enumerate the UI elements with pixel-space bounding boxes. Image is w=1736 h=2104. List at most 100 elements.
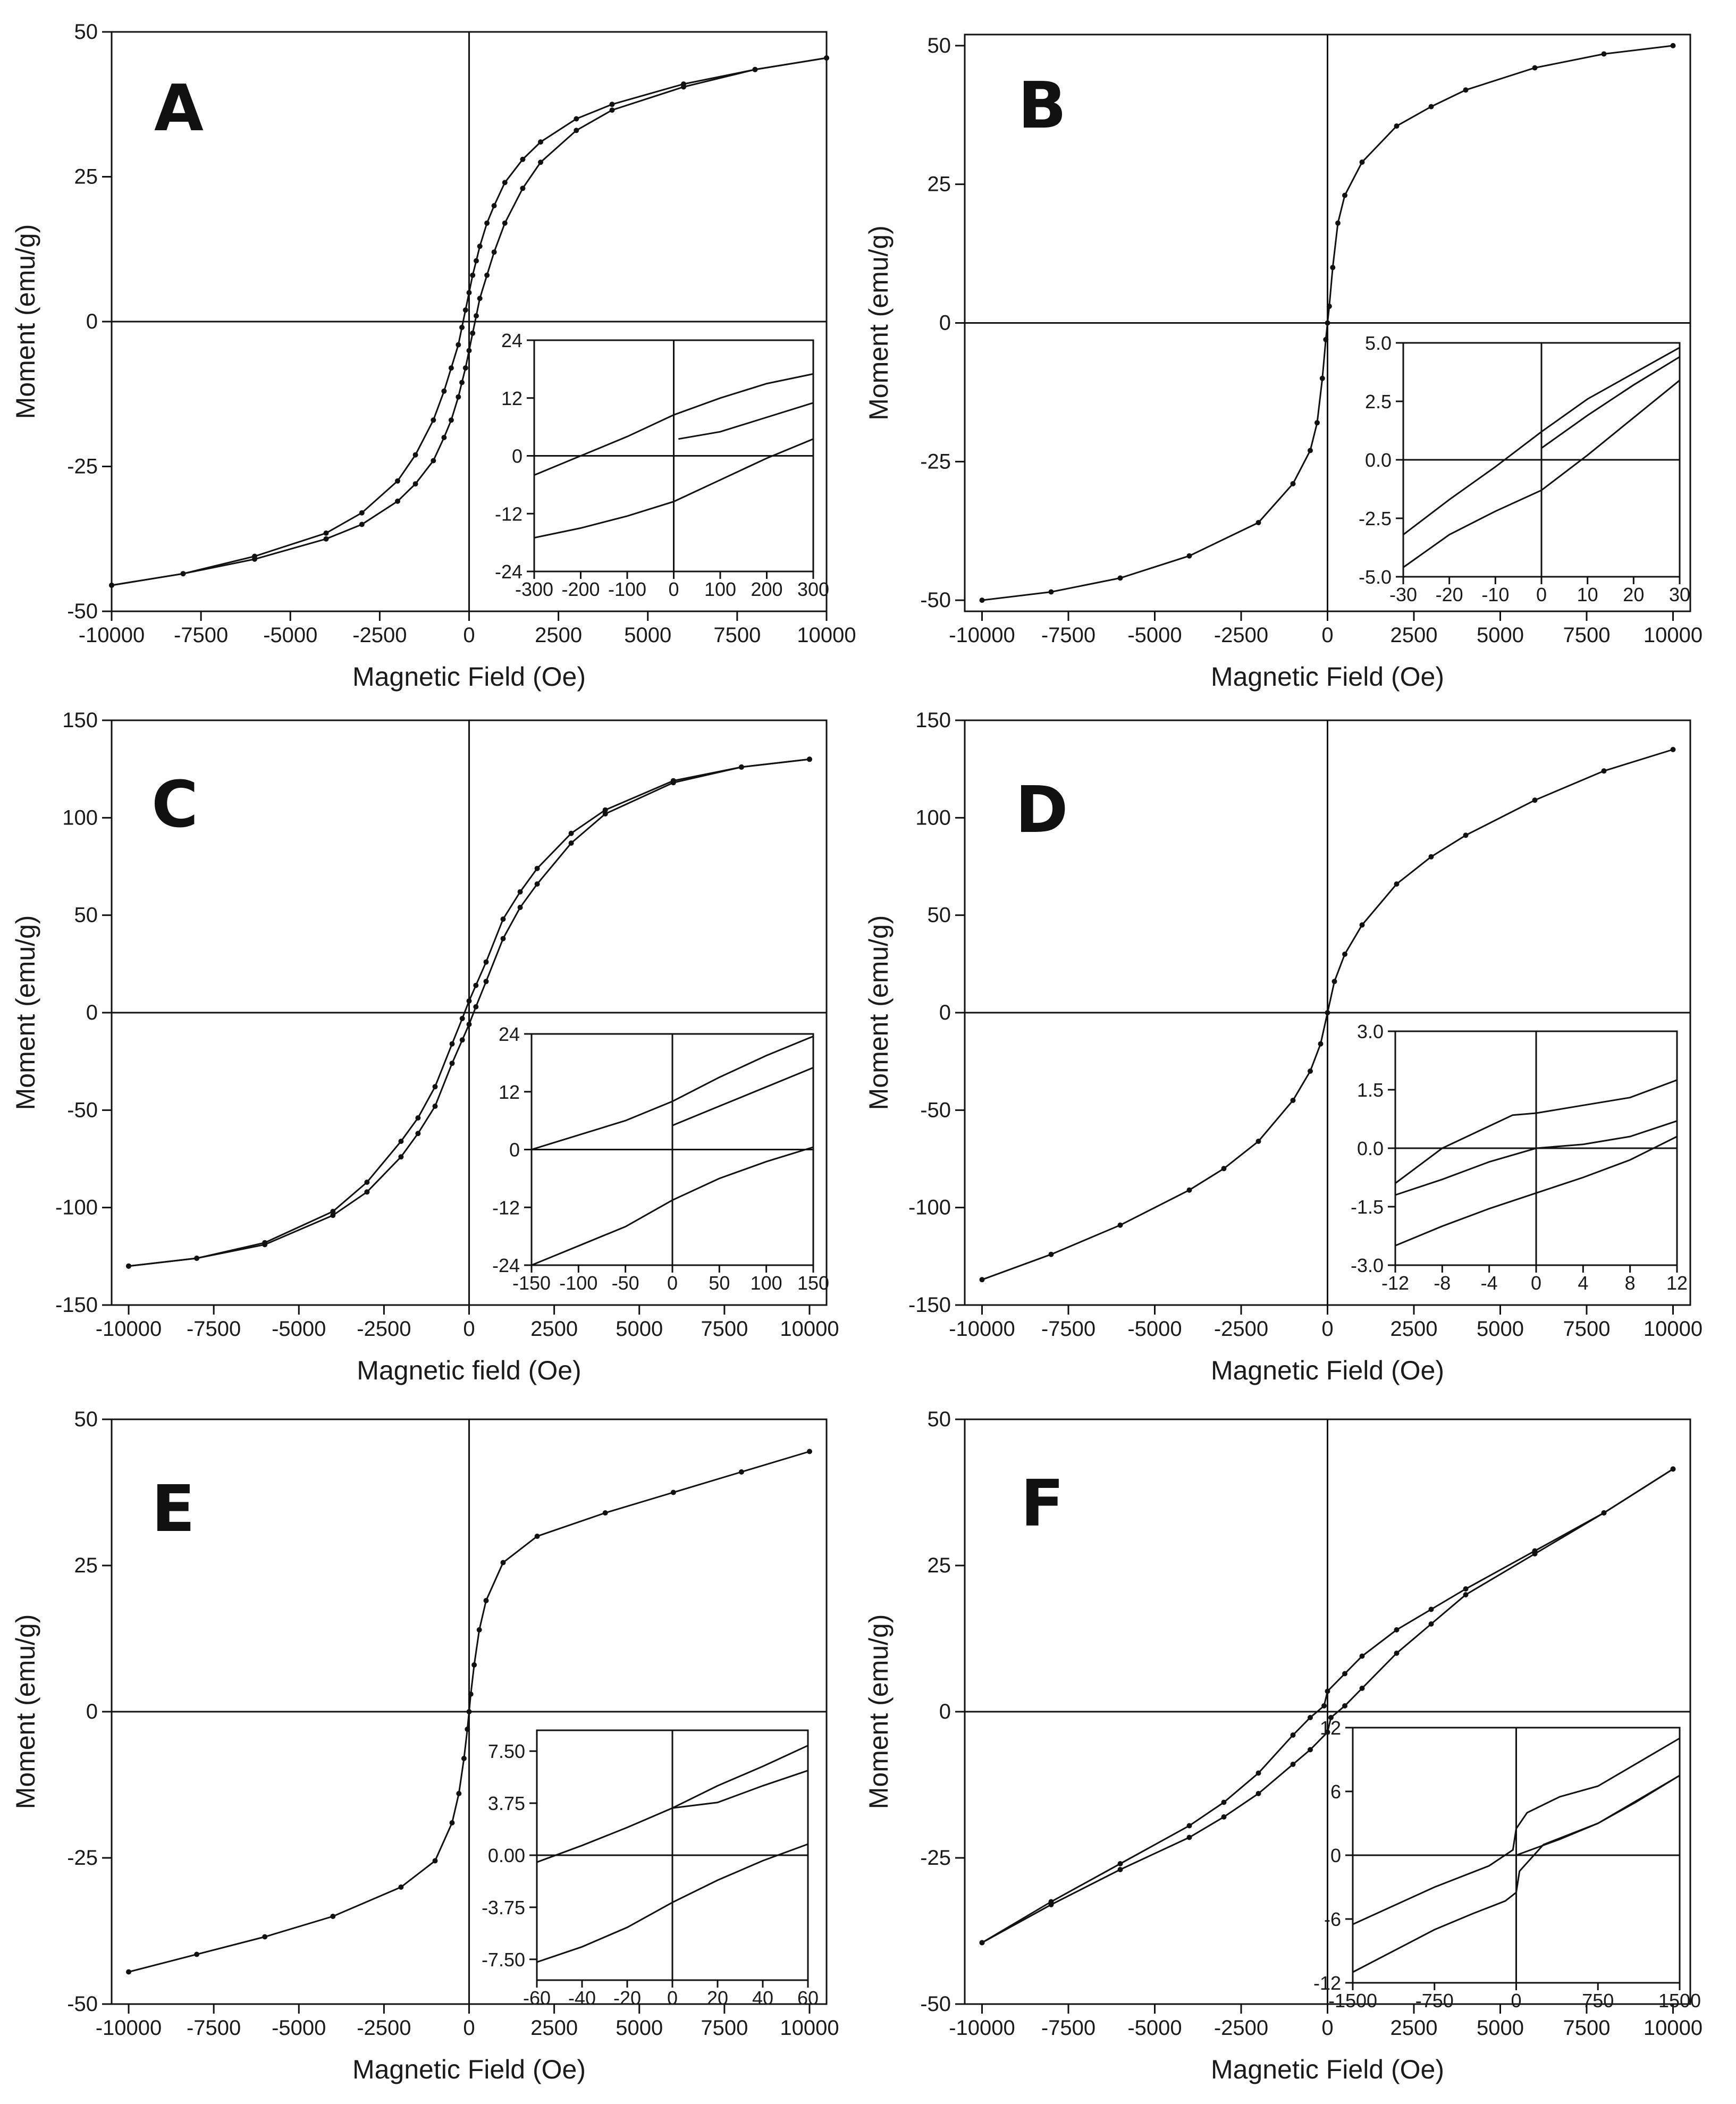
inset-series-line-1 bbox=[1395, 1079, 1678, 1184]
y-tick-label: 150 bbox=[62, 709, 98, 732]
data-point bbox=[1532, 1551, 1538, 1556]
inset-x-tick-label: -40 bbox=[568, 1987, 596, 2009]
data-point bbox=[500, 916, 506, 922]
data-point bbox=[1308, 448, 1313, 453]
inset-x-tick-label: 0 bbox=[1511, 1990, 1521, 2012]
data-point bbox=[538, 139, 543, 145]
x-tick-label: -7500 bbox=[1041, 2016, 1095, 2040]
data-point bbox=[1186, 553, 1192, 559]
inset-x-tick-label: -750 bbox=[1415, 1990, 1454, 2012]
panel-letter: D bbox=[1015, 773, 1068, 847]
data-point bbox=[1359, 159, 1365, 165]
inset-y-tick-label: 12 bbox=[501, 388, 523, 409]
data-point bbox=[474, 258, 479, 264]
x-tick-label: 7500 bbox=[701, 2016, 748, 2040]
x-axis-title: Magnetic Field (Oe) bbox=[1211, 2055, 1444, 2084]
x-tick-label: -7500 bbox=[187, 2016, 241, 2040]
x-tick-label: -7500 bbox=[1041, 1317, 1095, 1341]
data-point bbox=[431, 417, 436, 423]
x-tick-label: 7500 bbox=[1563, 2016, 1611, 2040]
data-point bbox=[491, 249, 497, 255]
inset-y-tick-label: -24 bbox=[495, 561, 523, 583]
data-point bbox=[1670, 1466, 1676, 1472]
inset-x-tick-label: 20 bbox=[1623, 584, 1644, 605]
y-tick-label: 50 bbox=[74, 20, 98, 44]
data-point bbox=[1394, 1651, 1400, 1656]
data-point bbox=[466, 998, 472, 1004]
data-point bbox=[520, 156, 526, 162]
data-point bbox=[1308, 1068, 1313, 1074]
y-tick-label: -25 bbox=[67, 455, 98, 478]
data-point bbox=[474, 313, 479, 319]
x-tick-label: -7500 bbox=[174, 624, 228, 647]
data-point bbox=[1428, 1621, 1434, 1627]
series-line-1 bbox=[981, 1468, 1674, 1943]
y-axis-title: Moment (emu/g) bbox=[864, 225, 894, 420]
chart-panel-a: -10000 -7500 -5000 -2500 0 2500 5000 7500 10000-… bbox=[11, 20, 856, 692]
inset-series-line-1 bbox=[531, 1036, 814, 1150]
x-tick-label: 5000 bbox=[1477, 2016, 1524, 2040]
inset-x-tick-label: 1500 bbox=[1658, 1990, 1701, 2012]
x-tick-label: -5000 bbox=[272, 1317, 326, 1341]
data-point bbox=[1319, 375, 1325, 381]
y-tick-label: -25 bbox=[920, 450, 951, 473]
data-point bbox=[1342, 952, 1347, 957]
data-point bbox=[517, 905, 523, 910]
data-point bbox=[1359, 922, 1365, 928]
x-tick-label: -5000 bbox=[1127, 2016, 1182, 2040]
data-point bbox=[1532, 797, 1538, 803]
data-point bbox=[1601, 768, 1607, 774]
inset-x-tick-label: 100 bbox=[704, 578, 736, 600]
data-point bbox=[1342, 1703, 1347, 1709]
data-point bbox=[1601, 1510, 1607, 1516]
inset-y-tick-label: -1.5 bbox=[1351, 1196, 1384, 1218]
data-point bbox=[398, 1154, 404, 1160]
data-point bbox=[1335, 220, 1341, 226]
x-axis-title: Magnetic Field (Oe) bbox=[1211, 1356, 1444, 1385]
inset-chart: -30 -20 -10 0 10 20 30 -5.0 -2.5 0.0 2.5 5.0 bbox=[1359, 332, 1690, 605]
x-tick-label: -5000 bbox=[1127, 624, 1182, 647]
data-point bbox=[1463, 87, 1469, 93]
x-tick-label: -7500 bbox=[1041, 624, 1095, 647]
inset-x-tick-label: -4 bbox=[1481, 1272, 1498, 1294]
data-point bbox=[1325, 320, 1330, 326]
data-point bbox=[194, 1256, 200, 1261]
y-axis-title: Moment (emu/g) bbox=[11, 915, 40, 1110]
data-point bbox=[534, 881, 540, 887]
data-point bbox=[602, 807, 608, 813]
data-point bbox=[979, 597, 985, 603]
x-tick-label: 0 bbox=[1321, 2016, 1333, 2040]
inset-y-tick-label: 2.5 bbox=[1365, 391, 1392, 413]
data-point bbox=[465, 1727, 470, 1732]
data-point bbox=[477, 243, 483, 249]
inset-y-tick-label: -2.5 bbox=[1359, 508, 1392, 529]
data-point bbox=[432, 1084, 438, 1090]
inset-x-tick-label: -8 bbox=[1434, 1272, 1451, 1294]
inset-y-tick-label: 12 bbox=[499, 1081, 520, 1103]
data-point bbox=[1255, 1139, 1261, 1144]
panel-letter: B bbox=[1018, 69, 1066, 143]
x-tick-label: 10000 bbox=[797, 624, 856, 647]
data-point bbox=[461, 1756, 467, 1761]
inset-y-tick-label: -7.50 bbox=[482, 1949, 525, 1971]
inset-y-tick-label: 1.5 bbox=[1357, 1079, 1384, 1101]
inset-series-line-3 bbox=[1395, 1120, 1678, 1196]
inset-x-tick-label: 50 bbox=[709, 1272, 730, 1294]
inset-y-tick-label: 3.75 bbox=[488, 1792, 525, 1814]
x-tick-label: -2500 bbox=[352, 624, 407, 647]
inset-x-tick-label: 12 bbox=[1666, 1272, 1688, 1294]
data-point bbox=[466, 1709, 472, 1714]
y-axis-title: Moment (emu/g) bbox=[11, 224, 40, 419]
y-tick-label: 25 bbox=[928, 1554, 951, 1577]
y-tick-label: 50 bbox=[928, 1408, 951, 1431]
inset-x-tick-label: 200 bbox=[751, 578, 782, 600]
x-tick-label: 7500 bbox=[1563, 624, 1611, 647]
inset-series-line-2 bbox=[536, 1843, 808, 1963]
x-tick-label: 0 bbox=[1321, 624, 1333, 647]
inset-y-tick-label: 6 bbox=[1330, 1781, 1341, 1803]
y-tick-label: -100 bbox=[908, 1196, 951, 1219]
data-point bbox=[1048, 589, 1054, 595]
data-point bbox=[483, 1598, 489, 1603]
chart-panel-c: -10000 -7500 -5000 -2500 0 2500 5000 7500 10000-… bbox=[11, 709, 839, 1385]
